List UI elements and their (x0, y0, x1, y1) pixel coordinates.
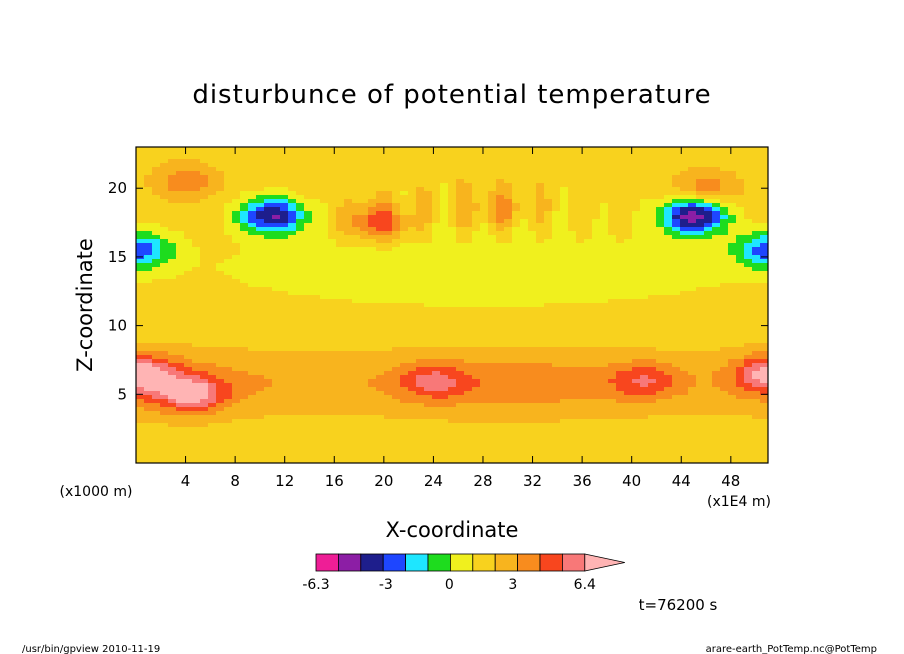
colorbar-swatch (472, 553, 496, 572)
x-axis-label: X-coordinate (386, 518, 519, 542)
y-tick-label: 20 (108, 179, 127, 197)
x-tick-label: 24 (424, 472, 443, 490)
x-tick-label: 4 (181, 472, 191, 490)
colorbar-swatch (315, 553, 339, 572)
footer-left: /usr/bin/gpview 2010-11-19 (22, 644, 160, 654)
x-unit-label: (x1E4 m) (707, 494, 771, 510)
x-tick-label: 28 (473, 472, 492, 490)
colorbar: -6.3 -3 0 3 6.4 (302, 553, 625, 593)
colorbar-tick-label: 3 (508, 577, 517, 593)
y-ticks: 5 10 15 20 (108, 179, 768, 403)
colorbar-extend-arrow (584, 553, 625, 572)
colorbar-tick-label: 0 (445, 577, 454, 593)
colorbar-swatch (539, 553, 563, 572)
colorbar-tick-label: -3 (379, 577, 393, 593)
field-raster (136, 147, 769, 464)
x-tick-label: 36 (573, 472, 592, 490)
x-tick-label: 8 (230, 472, 240, 490)
colorbar-swatch (517, 553, 541, 572)
colorbar-swatch (427, 553, 451, 572)
colorbar-tick-label: 6.4 (574, 577, 596, 593)
x-ticks: 4 8 12 16 20 24 28 32 36 40 44 48 (181, 147, 740, 490)
y-axis-label: Z-coordinate (73, 238, 97, 372)
colorbar-swatch (449, 553, 474, 572)
colorbar-tick-label: -6.3 (302, 577, 329, 593)
x-tick-label: 16 (325, 472, 344, 490)
chart-title: disturbunce of potential temperature (192, 80, 711, 110)
x-tick-label: 20 (374, 472, 393, 490)
colorbar-swatch (337, 553, 362, 572)
colorbar-swatch (360, 553, 384, 572)
x-tick-label: 40 (622, 472, 641, 490)
plot-frame (135, 146, 769, 464)
y-tick-label: 5 (117, 385, 127, 403)
y-tick-label: 10 (108, 317, 127, 335)
y-unit-label: (x1000 m) (60, 484, 133, 500)
x-tick-label: 44 (672, 472, 691, 490)
time-label: t=76200 s (639, 596, 718, 614)
y-tick-label: 15 (108, 248, 127, 266)
footer-right: arare-earth_PotTemp.nc@PotTemp (706, 644, 877, 654)
colorbar-swatch (494, 553, 519, 572)
colorbar-swatch (405, 553, 429, 572)
colorbar-swatch (562, 553, 586, 572)
x-tick-label: 32 (523, 472, 542, 490)
colorbar-swatch (382, 553, 407, 572)
x-tick-label: 12 (275, 472, 294, 490)
x-tick-label: 48 (721, 472, 740, 490)
